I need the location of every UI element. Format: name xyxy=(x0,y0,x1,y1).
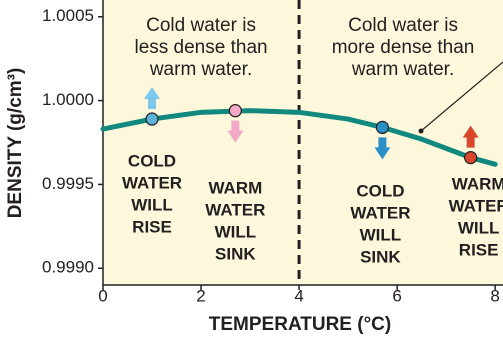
point xyxy=(228,104,242,118)
y-tick-label: 0.9990 xyxy=(42,258,94,277)
point-label: WATER xyxy=(122,173,182,192)
point-label: WATER xyxy=(350,203,410,222)
point-label: SINK xyxy=(215,244,256,263)
arrow xyxy=(462,125,479,148)
point-label: WARM xyxy=(452,174,503,193)
point-label: COLD xyxy=(356,181,404,200)
point-label: WILL xyxy=(131,195,173,214)
annotation: warm water. xyxy=(351,59,454,80)
point-label: WILL xyxy=(215,222,257,241)
point-label: WATER xyxy=(205,200,265,219)
annotation: warm water. xyxy=(149,59,252,80)
point-label: RISE xyxy=(459,240,499,259)
point-label: RISE xyxy=(132,217,172,236)
point xyxy=(375,120,390,135)
point-label: WILL xyxy=(360,225,402,244)
annotation: Cold water is xyxy=(146,15,256,36)
point-label: SINK xyxy=(360,247,401,266)
arrow xyxy=(144,87,161,110)
y-axis-label: DENSITY (g/cm³) xyxy=(5,68,26,219)
x-tick-label: 6 xyxy=(392,286,401,305)
x-axis-label: TEMPERATURE (°C) xyxy=(209,314,391,335)
point-label: WILL xyxy=(458,218,500,237)
annotation: more dense than xyxy=(332,37,475,58)
y-tick-label: 0.9995 xyxy=(42,174,94,193)
arrow xyxy=(374,137,391,160)
x-tick-label: 0 xyxy=(98,286,107,305)
arrow xyxy=(227,120,244,143)
annotation: Cold water is xyxy=(348,15,458,36)
y-tick-label: 1.0005 xyxy=(42,6,94,25)
leader-dot xyxy=(418,128,424,134)
x-tick-label: 4 xyxy=(294,286,303,305)
annotation: less dense than xyxy=(134,37,267,58)
x-tick-label: 8 xyxy=(490,286,499,305)
point-label: COLD xyxy=(128,151,176,170)
y-tick-label: 1.0000 xyxy=(42,90,94,109)
density-curve xyxy=(100,108,498,167)
point xyxy=(464,150,478,165)
x-tick-label: 2 xyxy=(196,286,205,305)
point-label: WATER xyxy=(449,196,503,215)
point-label: WARM xyxy=(208,178,262,197)
point xyxy=(145,112,159,126)
leader-line xyxy=(420,61,503,132)
